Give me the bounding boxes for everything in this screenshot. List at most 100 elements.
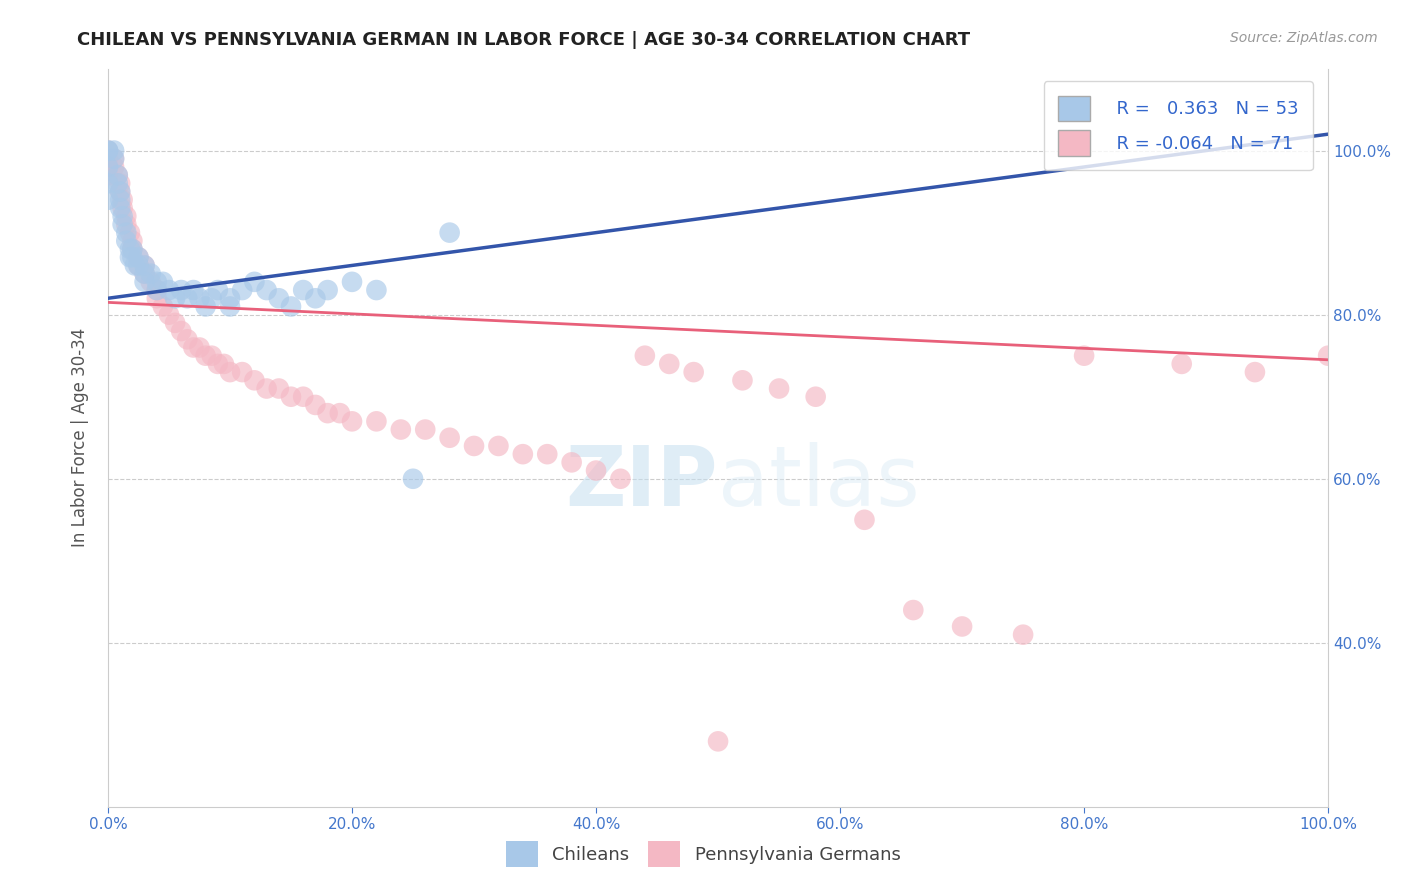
Point [128, 259, 150, 273]
Point [304, 398, 326, 412]
Point [118, 242, 141, 256]
Point [1073, 349, 1095, 363]
Point [1244, 365, 1267, 379]
Point [97, 160, 120, 174]
Point [256, 283, 278, 297]
Point [121, 250, 143, 264]
Point [212, 357, 235, 371]
Point [128, 259, 150, 273]
Point [108, 185, 131, 199]
Point [280, 390, 302, 404]
Point [329, 406, 352, 420]
Point [682, 365, 704, 379]
Point [231, 283, 253, 297]
Point [316, 406, 339, 420]
Point [731, 373, 754, 387]
Point [97, 177, 120, 191]
Point [243, 275, 266, 289]
Point [658, 357, 681, 371]
Point [243, 373, 266, 387]
Point [97, 144, 120, 158]
Point [219, 300, 242, 314]
Point [1012, 628, 1035, 642]
Point [176, 332, 198, 346]
Point [134, 267, 156, 281]
Point [439, 226, 461, 240]
Point [121, 242, 143, 256]
Point [804, 390, 827, 404]
Point [103, 152, 125, 166]
Point [176, 291, 198, 305]
Point [103, 152, 125, 166]
Point [111, 209, 134, 223]
Point [134, 259, 156, 273]
Legend: Chileans, Pennsylvania Germans: Chileans, Pennsylvania Germans [498, 834, 908, 874]
Point [292, 283, 315, 297]
Point [152, 300, 174, 314]
Point [340, 414, 363, 428]
Point [108, 185, 131, 199]
Point [207, 283, 229, 297]
Point [280, 300, 302, 314]
Point [165, 316, 187, 330]
Point [707, 734, 730, 748]
Point [97, 168, 120, 182]
Point [188, 291, 211, 305]
Point [768, 382, 790, 396]
Point [97, 144, 120, 158]
Point [512, 447, 534, 461]
Point [219, 291, 242, 305]
Point [107, 168, 129, 182]
Point [853, 513, 876, 527]
Point [97, 152, 120, 166]
Point [194, 349, 217, 363]
Point [267, 291, 290, 305]
Point [170, 324, 193, 338]
Point [256, 382, 278, 396]
Text: Source: ZipAtlas.com: Source: ZipAtlas.com [1230, 31, 1378, 45]
Point [124, 259, 146, 273]
Point [1317, 349, 1340, 363]
Point [207, 357, 229, 371]
Point [128, 250, 150, 264]
Point [121, 242, 143, 256]
Point [402, 472, 425, 486]
Point [188, 341, 211, 355]
Point [389, 423, 412, 437]
Point [118, 226, 141, 240]
Point [107, 168, 129, 182]
Y-axis label: In Labor Force | Age 30-34: In Labor Force | Age 30-34 [72, 328, 89, 548]
Point [463, 439, 485, 453]
Text: CHILEAN VS PENNSYLVANIA GERMAN IN LABOR FORCE | AGE 30-34 CORRELATION CHART: CHILEAN VS PENNSYLVANIA GERMAN IN LABOR … [77, 31, 970, 49]
Text: atlas: atlas [718, 442, 920, 523]
Point [903, 603, 925, 617]
Point [121, 234, 143, 248]
Point [536, 447, 558, 461]
Point [108, 201, 131, 215]
Point [107, 177, 129, 191]
Point [97, 193, 120, 207]
Point [165, 291, 187, 305]
Point [97, 144, 120, 158]
Point [103, 160, 125, 174]
Point [97, 160, 120, 174]
Point [950, 619, 973, 633]
Point [134, 259, 156, 273]
Point [267, 382, 290, 396]
Point [413, 423, 436, 437]
Point [488, 439, 510, 453]
Text: ZIP: ZIP [565, 442, 718, 523]
Point [231, 365, 253, 379]
Point [115, 209, 138, 223]
Point [115, 218, 138, 232]
Point [103, 144, 125, 158]
Point [561, 455, 583, 469]
Point [134, 275, 156, 289]
Point [111, 193, 134, 207]
Point [340, 275, 363, 289]
Point [304, 291, 326, 305]
Point [139, 275, 162, 289]
Point [108, 193, 131, 207]
Point [146, 283, 169, 297]
Legend:   R =   0.363   N = 53,   R = -0.064   N = 71: R = 0.363 N = 53, R = -0.064 N = 71 [1043, 81, 1313, 170]
